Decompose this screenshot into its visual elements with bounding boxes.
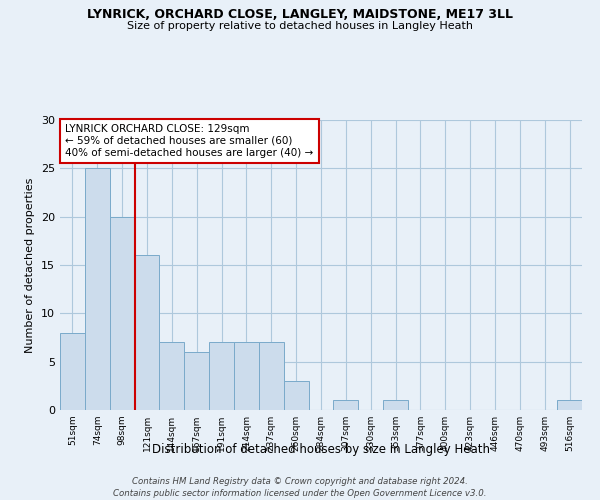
Bar	[334, 400, 358, 410]
Bar	[209, 342, 234, 410]
Text: LYNRICK ORCHARD CLOSE: 129sqm
← 59% of detached houses are smaller (60)
40% of s: LYNRICK ORCHARD CLOSE: 129sqm ← 59% of d…	[65, 124, 313, 158]
Text: Size of property relative to detached houses in Langley Heath: Size of property relative to detached ho…	[127, 21, 473, 31]
Bar	[259, 342, 284, 410]
Bar	[134, 256, 160, 410]
Text: Contains HM Land Registry data © Crown copyright and database right 2024.: Contains HM Land Registry data © Crown c…	[132, 478, 468, 486]
Y-axis label: Number of detached properties: Number of detached properties	[25, 178, 35, 352]
Bar	[557, 400, 582, 410]
Bar	[234, 342, 259, 410]
Text: Distribution of detached houses by size in Langley Heath: Distribution of detached houses by size …	[152, 442, 490, 456]
Bar	[110, 216, 134, 410]
Text: Contains public sector information licensed under the Open Government Licence v3: Contains public sector information licen…	[113, 489, 487, 498]
Bar	[284, 381, 308, 410]
Bar	[85, 168, 110, 410]
Bar	[383, 400, 408, 410]
Bar	[184, 352, 209, 410]
Bar	[160, 342, 184, 410]
Text: LYNRICK, ORCHARD CLOSE, LANGLEY, MAIDSTONE, ME17 3LL: LYNRICK, ORCHARD CLOSE, LANGLEY, MAIDSTO…	[87, 8, 513, 20]
Bar	[60, 332, 85, 410]
